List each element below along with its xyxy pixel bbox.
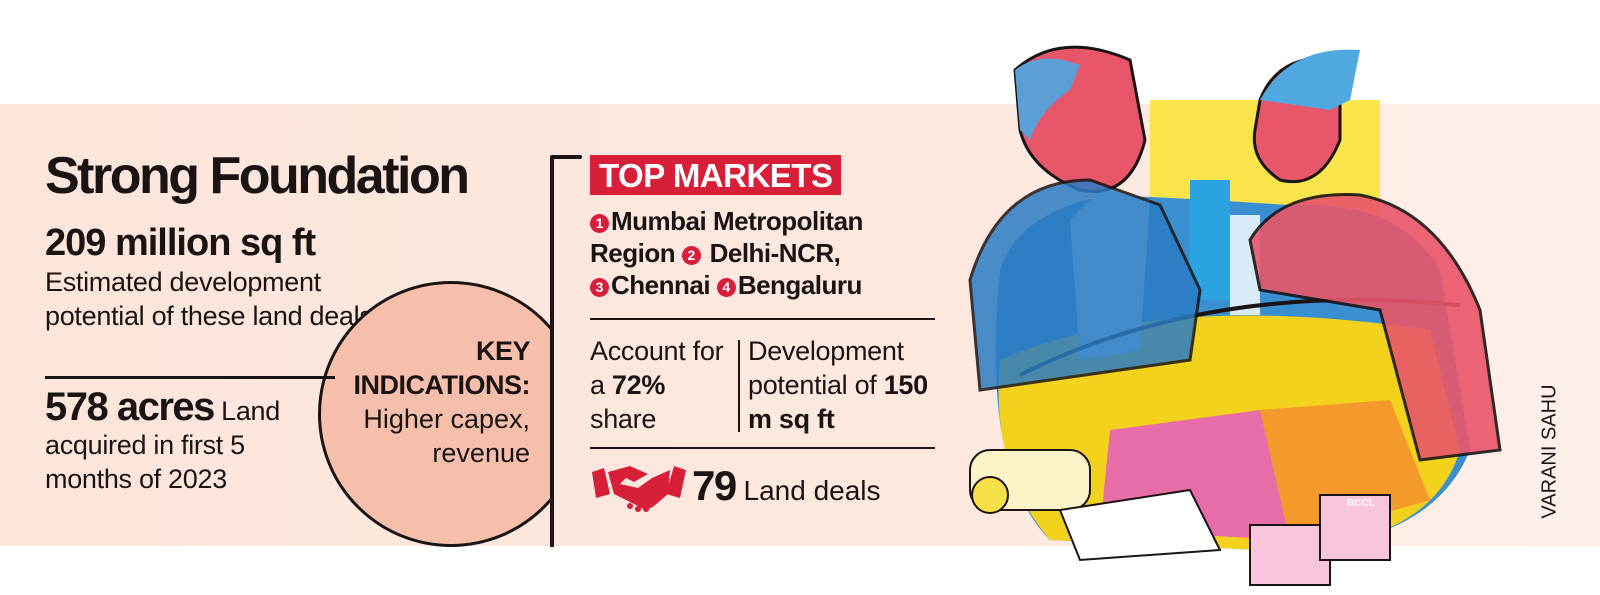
potential-pre: Development potential of [748, 336, 904, 400]
divider [45, 376, 335, 379]
stat-development-value: 209 million sq ft [45, 222, 316, 264]
key-indications: KEY INDICATIONS: Higher capex, revenue [354, 334, 531, 470]
key-indications-circle [318, 281, 552, 547]
stat-acres-value: 578 acres [45, 385, 215, 429]
artist-credit: VARANI SAHU [1538, 384, 1561, 519]
bracket-vertical [550, 157, 554, 547]
land-deals: 79 Land deals [692, 462, 881, 510]
key-heading-2: INDICATIONS: [353, 370, 531, 400]
stat-acres-lead: Land [221, 396, 280, 426]
stat-acres-description: acquired in first 5 months of 2023 [45, 430, 245, 494]
key-heading-1: KEY [475, 336, 531, 366]
rank-badge: 1 [590, 214, 609, 233]
rank-badge: 3 [590, 278, 609, 297]
share-pre: Account for a [590, 336, 724, 400]
rank-badge: 4 [716, 278, 736, 297]
top-markets-list: 1 Mumbai Metropolitan Region 2 Delhi-NCR,… [590, 205, 940, 301]
divider [590, 447, 935, 449]
watermark: BCCL [1347, 498, 1375, 509]
share-post: share [590, 404, 657, 434]
bracket-top [550, 155, 582, 159]
market-item: Bengaluru [737, 270, 863, 300]
stat-acres: 578 acres Land acquired in first 5 month… [45, 387, 335, 496]
market-item: Delhi-NCR, [709, 238, 841, 268]
page-title: Strong Foundation [45, 147, 470, 205]
potential-stat: Development potential of 150 m sq ft [748, 334, 948, 436]
potential-value: 150 m sq ft [748, 370, 928, 434]
market-item: Chennai [611, 270, 711, 300]
business-illustration [968, 45, 1502, 586]
top-markets-badge: TOP MARKETS [590, 155, 842, 195]
key-line-2: revenue [432, 438, 530, 468]
stat-development-description: Estimated development potential of these… [45, 267, 373, 331]
share-value: 72% [611, 370, 666, 400]
share-stat: Account for a 72% share [590, 334, 730, 436]
column-divider [738, 340, 740, 432]
rank-badge: 2 [681, 246, 701, 265]
deals-label: Land deals [743, 475, 881, 506]
deals-value: 79 [692, 462, 737, 509]
divider [590, 318, 935, 320]
key-line-1: Higher capex, [363, 404, 530, 434]
market-item: Mumbai Metropolitan Region [590, 206, 863, 268]
handshake-icon [592, 466, 686, 512]
